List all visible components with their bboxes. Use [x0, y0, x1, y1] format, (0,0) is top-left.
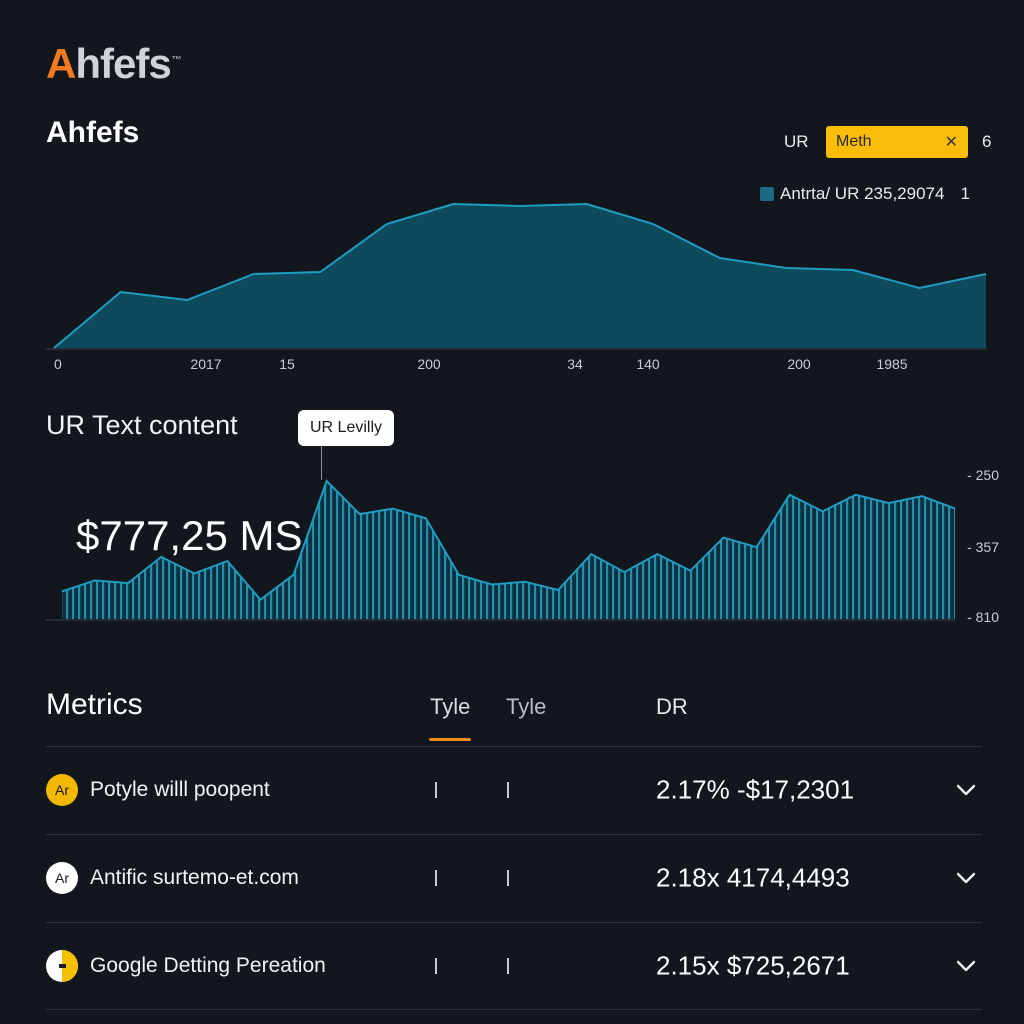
filter-chip-value: Meth — [836, 133, 872, 150]
chart1-x-tick: 1985 — [876, 356, 907, 372]
chart1-x-tick: 34 — [567, 356, 583, 372]
legend-count: 1 — [960, 184, 970, 203]
chevron-down-icon[interactable] — [954, 778, 978, 802]
table-row[interactable]: Ar Potyle willl poopent 2.17% -$17,2301 — [46, 746, 982, 834]
chart2-y-tick: - 357 — [967, 539, 999, 555]
row-separator — [435, 870, 437, 886]
legend-swatch — [760, 187, 774, 201]
row-name: Antific surtemo-et.com — [90, 866, 299, 889]
tab-tyle-2[interactable]: Tyle — [506, 694, 547, 719]
row-divider — [46, 746, 982, 747]
row-divider — [46, 834, 982, 835]
chart1-x-tick: 15 — [279, 356, 295, 372]
filter-chip[interactable]: Meth ✕ — [826, 126, 968, 158]
legend-label: Antrta/ UR 235,29074 — [780, 184, 945, 203]
table-row[interactable]: Google Detting Pereation 2.15x $725,2671 — [46, 922, 982, 1010]
section-subtitle: UR Text content — [46, 410, 238, 440]
tab-tyle-1[interactable]: Tyle — [430, 694, 471, 719]
chart1-area — [54, 204, 986, 348]
chart1-x-tick: 0 — [54, 356, 62, 372]
tooltip-pointer — [321, 446, 322, 480]
filter-label: UR — [784, 132, 809, 151]
chevron-down-icon[interactable] — [954, 954, 978, 978]
chart2-y-tick: - 250 — [967, 467, 999, 483]
active-tab-indicator — [429, 738, 471, 741]
row-separator — [507, 870, 509, 886]
chart2-area — [62, 481, 955, 619]
close-icon[interactable]: ✕ — [944, 134, 958, 151]
row-divider — [46, 1009, 982, 1010]
chart-tooltip: UR Levilly — [298, 410, 395, 446]
row-name: Potyle willl poopent — [90, 778, 270, 801]
chart2-line — [61, 479, 956, 602]
chart1-x-tick: 2017 — [190, 356, 221, 372]
avatar: Ar — [46, 774, 78, 806]
column-header-dr: DR — [656, 694, 688, 719]
filter-control: UR Meth ✕ 6 — [784, 126, 991, 158]
table-row[interactable]: Ar Antific surtemo-et.com 2.18x 4174,449… — [46, 834, 982, 922]
row-value: 2.17% -$17,2301 — [656, 774, 855, 805]
row-separator — [507, 782, 509, 798]
page-title: Ahfefs — [46, 116, 140, 149]
row-divider — [46, 922, 982, 923]
chart-legend: Antrta/ UR 235,29074 1 — [760, 184, 970, 204]
chart1-x-tick: 140 — [636, 356, 660, 372]
row-separator — [435, 958, 437, 974]
row-value: 2.18x 4174,4493 — [656, 862, 850, 893]
chart2-y-tick: - 810 — [967, 609, 999, 625]
row-separator — [435, 782, 437, 798]
row-value: 2.15x $725,2671 — [656, 950, 850, 981]
chart1-line — [53, 202, 987, 349]
google-avatar — [46, 950, 78, 982]
metrics-title: Metrics — [46, 688, 143, 721]
chart1-x-tick: 200 — [417, 356, 441, 372]
row-name: Google Detting Pereation — [90, 954, 326, 977]
row-separator — [507, 958, 509, 974]
headline-value: $777,25 MS — [76, 512, 303, 559]
filter-count: 6 — [982, 132, 992, 151]
app-logo: Ahfefs™ — [46, 40, 182, 87]
avatar: Ar — [46, 862, 78, 894]
chart1-x-tick: 200 — [787, 356, 811, 372]
chevron-down-icon[interactable] — [954, 866, 978, 890]
